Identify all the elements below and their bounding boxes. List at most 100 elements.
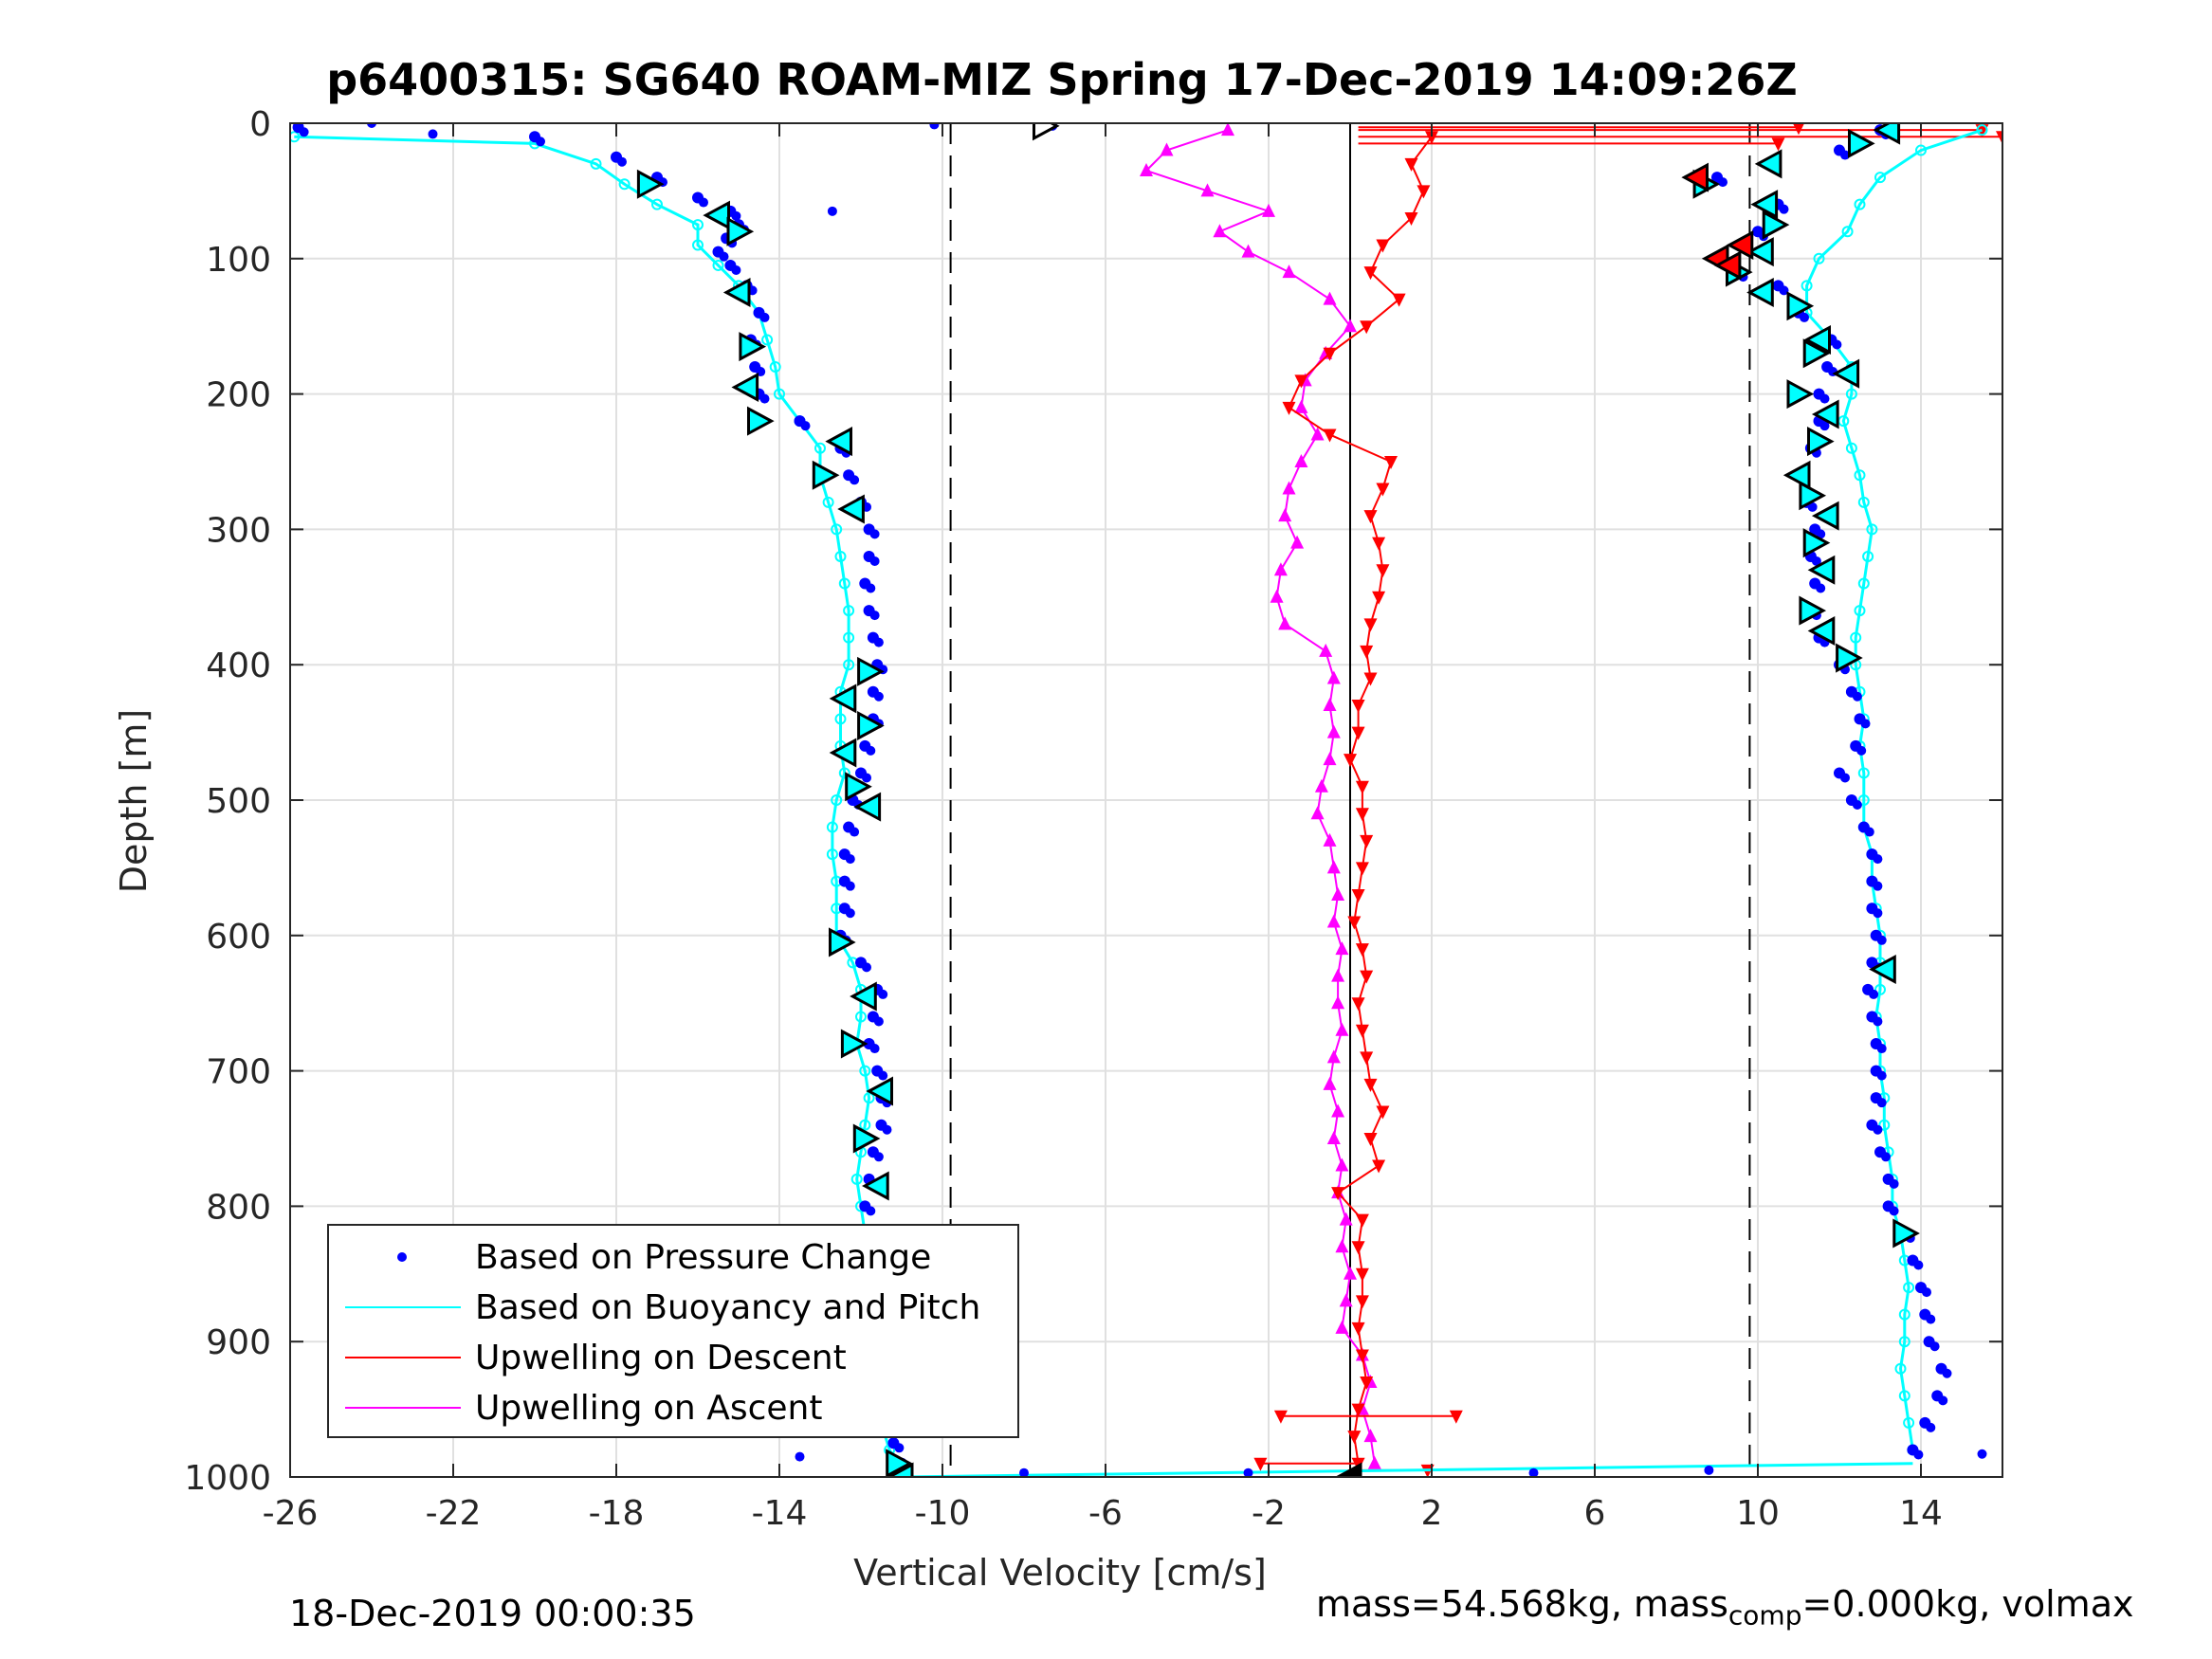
pressure-change-point <box>699 197 708 208</box>
x-tick-label: -2 <box>1252 1494 1286 1533</box>
buoyancy-pitch-bottom-line <box>901 1462 1913 1477</box>
profile-marker-triangle <box>1750 190 1779 220</box>
descent-upwelling-point <box>1392 293 1406 307</box>
profile-marker-triangle <box>862 1171 889 1201</box>
ascent-upwelling-point <box>1326 724 1341 738</box>
descent-upwelling-point <box>1771 137 1785 152</box>
pressure-change-point <box>1869 989 1879 999</box>
buoyancy-pitch-point <box>834 713 847 725</box>
profile-marker-triangle <box>1782 460 1811 490</box>
buoyancy-pitch-point <box>838 577 850 590</box>
profile-marker-triangle <box>829 738 857 768</box>
footer-mass-suffix: =0.000kg, volmax <box>1801 1583 2134 1625</box>
legend-label: Based on Pressure Change <box>475 1238 931 1277</box>
pressure-change-point <box>1779 204 1789 214</box>
descent-upwelling-point <box>1282 401 1296 415</box>
ascent-upwelling-point <box>1278 508 1292 522</box>
pressure-change-point <box>731 210 741 221</box>
buoyancy-pitch-point <box>838 767 850 779</box>
buoyancy-pitch-point <box>822 496 834 508</box>
pressure-change-point <box>873 691 884 702</box>
pressure-change-point <box>1873 1016 1883 1027</box>
ascent-upwelling-point <box>1326 860 1341 874</box>
buoyancy-pitch-point <box>651 198 663 210</box>
y-tick-label: 200 <box>206 376 271 415</box>
pressure-change-point <box>866 583 876 593</box>
pressure-change-outlier <box>1704 1465 1714 1475</box>
pressure-change-point <box>1873 908 1883 919</box>
ascent-upwelling-point <box>1290 535 1305 549</box>
descent-upwelling-point <box>1351 1403 1365 1417</box>
buoyancy-pitch-point <box>1845 442 1857 454</box>
profile-marker-triangle <box>1799 595 1827 626</box>
profile-marker-triangle <box>703 200 730 230</box>
buoyancy-pitch-point <box>859 1119 871 1131</box>
pressure-change-point <box>1873 1124 1883 1135</box>
descent-upwelling-point <box>1376 564 1390 578</box>
descent-upwelling-point <box>1355 943 1369 957</box>
profile-marker-triangle <box>739 332 767 362</box>
ascent-upwelling-point <box>1278 616 1292 630</box>
y-tick-label: 100 <box>206 241 271 280</box>
buoyancy-pitch-point <box>1857 767 1870 779</box>
buoyancy-pitch-point <box>774 388 785 400</box>
descent-upwelling-point <box>1344 754 1357 768</box>
profile-marker-triangle <box>1807 555 1836 585</box>
legend-box <box>327 1224 1019 1438</box>
buoyancy-pitch-point <box>1874 172 1886 184</box>
descent-upwelling-point <box>1355 862 1369 876</box>
descent-upwelling-point <box>1360 970 1374 984</box>
pressure-change-point <box>869 611 880 621</box>
ascent-upwelling-point <box>1326 1131 1341 1144</box>
ascent-upwelling-point <box>1326 1049 1341 1064</box>
pressure-change-outlier <box>1977 1449 1987 1459</box>
footer-mass: mass=54.568kg, masscomp=0.000kg, volmax <box>1316 1583 2133 1632</box>
profile-marker-triangle <box>1786 379 1815 410</box>
y-axis-label: Depth [m] <box>113 709 155 894</box>
pressure-change-outlier <box>367 123 376 128</box>
ascent-upwelling-point <box>1323 752 1337 766</box>
ascent-upwelling-point <box>1241 244 1255 258</box>
pressure-change-point <box>1873 881 1883 891</box>
buoyancy-pitch-point <box>843 605 855 617</box>
buoyancy-pitch-point <box>863 1092 875 1104</box>
profile-marker-triangle <box>857 656 885 686</box>
x-tick-label: -22 <box>426 1494 482 1533</box>
profile-marker-triangle <box>1836 643 1863 673</box>
buoyancy-pitch-point <box>1845 388 1857 400</box>
ascent-upwelling-point <box>1367 1455 1381 1469</box>
ascent-upwelling-point <box>1339 1293 1353 1307</box>
descent-upwelling-point <box>1253 1457 1268 1471</box>
pressure-change-point <box>1779 285 1789 296</box>
buoyancy-pitch-point <box>1857 577 1870 590</box>
pressure-change-point <box>862 773 871 783</box>
ascent-upwelling-point <box>1282 481 1296 495</box>
descent-upwelling-point <box>1404 157 1418 172</box>
ascent-upwelling-point <box>1363 1429 1378 1443</box>
pressure-change-outlier <box>827 206 837 216</box>
descent-upwelling-point <box>1363 266 1378 281</box>
ascent-upwelling-point <box>1221 123 1234 137</box>
descent-upwelling-point <box>1996 131 2002 145</box>
profile-marker-triangle <box>1832 358 1860 389</box>
pressure-change-outlier <box>795 1451 805 1462</box>
pressure-change-point <box>878 989 888 999</box>
ascent-upwelling-point <box>1160 142 1174 156</box>
descent-upwelling-point <box>1355 1349 1369 1363</box>
buoyancy-pitch-point <box>1874 983 1886 995</box>
pressure-change-point <box>299 127 309 137</box>
profile-marker-triangle <box>829 684 857 714</box>
descent-upwelling-point <box>1360 1051 1374 1066</box>
descent-upwelling-point <box>1360 1376 1374 1391</box>
descent-upwelling-point <box>1323 428 1337 443</box>
profile-marker-triangle <box>1754 149 1782 179</box>
profile-marker-triangle <box>850 981 877 1012</box>
profile-marker-triangle <box>1033 123 1060 141</box>
pressure-change-point <box>869 1044 880 1054</box>
ascent-upwelling-point <box>1294 454 1308 467</box>
profile-marker-triangle <box>1848 128 1875 158</box>
descent-upwelling-point <box>1331 1187 1345 1201</box>
y-tick-label: 900 <box>206 1323 271 1362</box>
ascent-upwelling-point <box>1323 698 1337 712</box>
ascent-upwelling-point <box>1335 941 1349 956</box>
